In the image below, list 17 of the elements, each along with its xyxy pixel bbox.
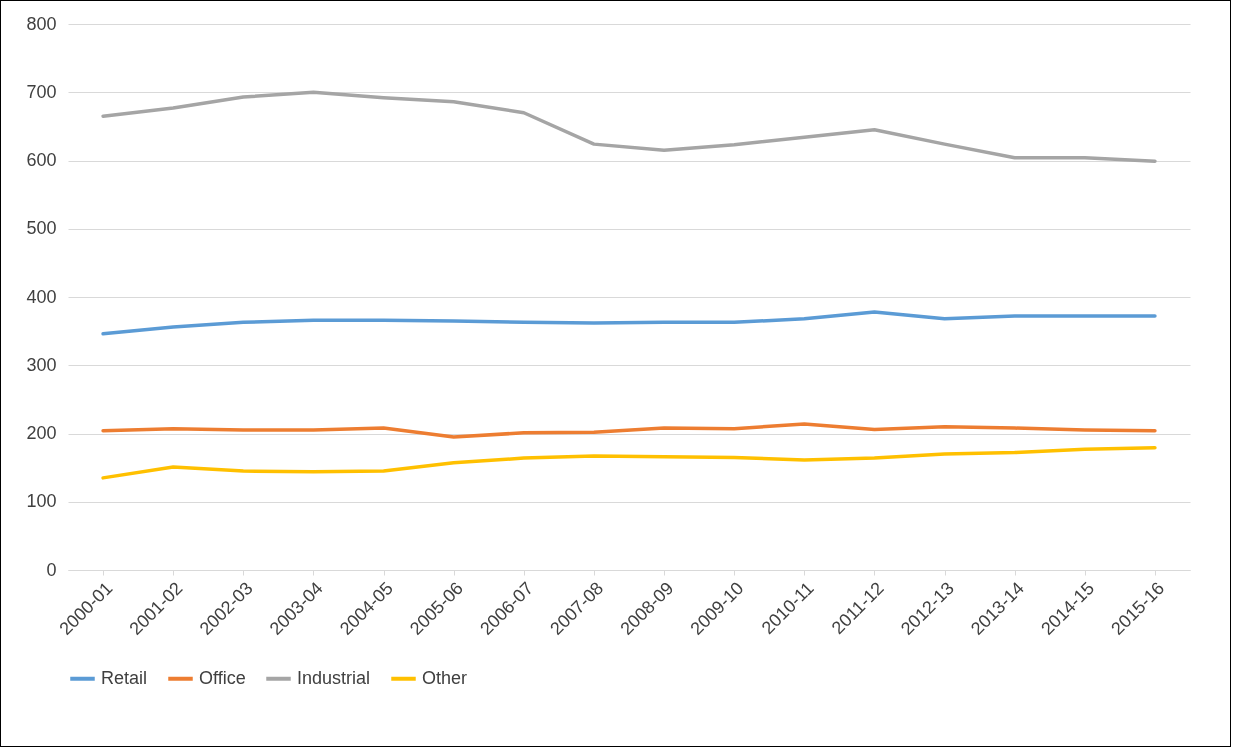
line-series <box>101 310 1157 336</box>
y-tick-label: 300 <box>26 354 57 375</box>
legend-label: Other <box>422 667 468 688</box>
y-tick-label: 200 <box>26 423 57 443</box>
y-tick-label: 700 <box>26 81 57 102</box>
legend-label: Industrial <box>297 667 371 688</box>
y-tick-label: 0 <box>46 559 57 580</box>
legend-label: Office <box>199 667 246 688</box>
line-series <box>101 446 1157 480</box>
y-tick-label: 400 <box>26 286 57 307</box>
y-tick-label: 600 <box>26 150 57 170</box>
y-tick-label: 500 <box>26 218 57 239</box>
line-series <box>101 90 1157 163</box>
y-tick-label: 800 <box>26 13 57 34</box>
legend-label: Retail <box>101 667 148 688</box>
line-series <box>101 422 1157 439</box>
y-tick-label: 100 <box>26 491 57 512</box>
